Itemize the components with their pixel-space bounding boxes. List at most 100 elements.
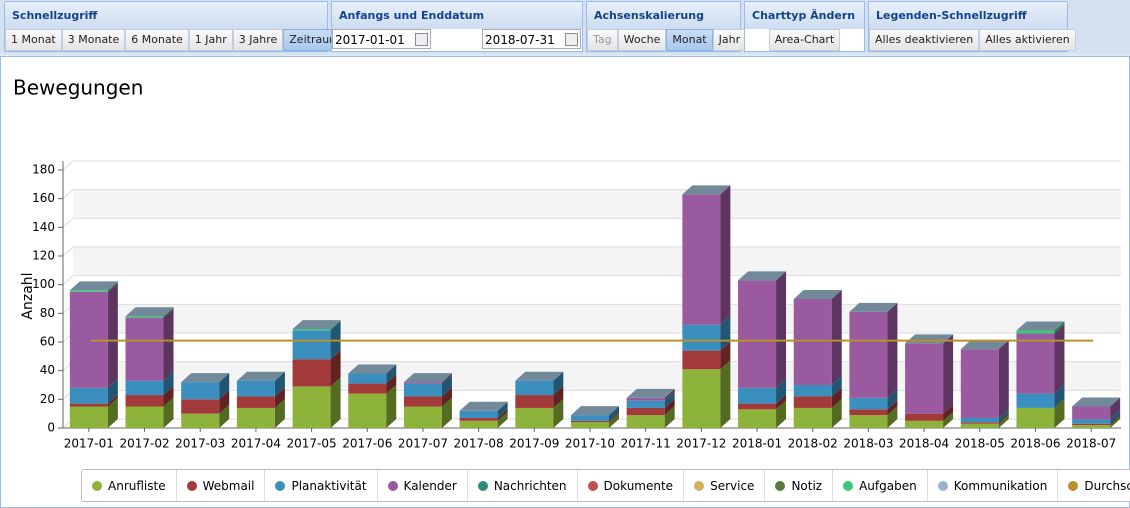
toolbar-button[interactable]: 6 Monate (125, 29, 189, 51)
legend-label: Planaktivität (291, 478, 367, 493)
x-tick-label: 2018-03 (843, 437, 893, 451)
bar-segment (236, 396, 275, 408)
date-input[interactable]: 2017-01-01 (332, 29, 431, 49)
bar-segment (292, 329, 331, 331)
legend-item[interactable]: Aufgaben (833, 470, 928, 501)
bar-segment (849, 415, 888, 428)
bar-segment (125, 316, 164, 318)
legend-item[interactable]: Service (684, 470, 766, 501)
toolbar-button[interactable]: 1 Jahr (188, 29, 233, 51)
x-tick-label: 2017-01 (64, 437, 114, 451)
y-tick-label: 180 (32, 163, 55, 177)
bar-cap (348, 364, 397, 374)
bar-side (330, 377, 341, 428)
toolbar-button[interactable]: Alles aktivieren (979, 29, 1076, 51)
x-tick-label: 2018-05 (955, 437, 1005, 451)
toolbar-button[interactable]: 3 Jahre (232, 29, 284, 51)
bar-cap (515, 371, 564, 381)
legend-item[interactable]: Dokumente (578, 470, 685, 501)
chart-panel: Bewegungen Anzahl 0 20 40 60 80 100 120 140 160 1… (0, 56, 1130, 508)
group-title: Achsenskalierung (587, 2, 740, 29)
bar-segment (125, 317, 164, 381)
bar-cap (626, 388, 675, 398)
bar-cap (403, 373, 452, 383)
legend-item[interactable]: Kommunikation (928, 470, 1059, 501)
bar-side (553, 371, 564, 396)
bar-side (553, 386, 564, 408)
bar-side (720, 315, 731, 351)
legend-item[interactable]: Webmail (177, 470, 266, 501)
legend-item[interactable]: Planaktivität (265, 470, 378, 501)
x-tick-label: 2017-03 (175, 437, 225, 451)
bar-segment (181, 399, 220, 414)
legend: Anrufliste Webmail Planaktivität Kalender Na… (81, 469, 1130, 502)
bar-segment (403, 382, 442, 384)
bar-segment (236, 380, 275, 397)
bar-side (998, 340, 1009, 418)
grid-band (73, 189, 1121, 219)
toolbar-button[interactable]: 3 Monate (61, 29, 126, 51)
legend-item[interactable]: Durchschnitt (1058, 470, 1130, 501)
bar-segment (1016, 407, 1055, 428)
bar-side (1110, 397, 1121, 420)
bar-segment (459, 417, 498, 421)
toolbar-button[interactable]: Alles deaktivieren (869, 29, 980, 51)
button-row: 1 Monat 3 Monate 6 Monate 1 Jahr 3 Jahre Zeit… (5, 29, 346, 51)
legend-marker (92, 480, 102, 491)
legend-item[interactable]: Kalender (378, 470, 468, 501)
bar-segment (1016, 393, 1055, 408)
bar-side (441, 387, 452, 407)
bar-side (998, 408, 1009, 423)
x-tick-label: 2017-05 (287, 437, 337, 451)
bar-segment (849, 409, 888, 416)
bar-side (776, 378, 787, 404)
toolbar-button[interactable]: Tag (587, 29, 618, 51)
bar-segment (292, 386, 331, 428)
legend-label: Kommunikation (953, 478, 1048, 493)
bar-side (553, 398, 564, 428)
y-tick-label: 0 (47, 421, 55, 435)
legend-label: Durchschnitt (1084, 478, 1130, 493)
bar-side (1054, 324, 1065, 394)
legend-marker (937, 480, 948, 491)
toolbar-button[interactable]: Monat (666, 29, 713, 51)
bar-side (107, 282, 118, 388)
bar-side (163, 371, 174, 396)
bar-side (1054, 398, 1065, 428)
toolbar-button[interactable]: Jahr (712, 29, 747, 51)
x-tick-label: 2018-07 (1066, 437, 1116, 451)
bar-segment (1072, 423, 1111, 426)
date-input[interactable]: 2018-07-31 (482, 29, 581, 49)
bar-side (998, 414, 1009, 428)
legend-item[interactable]: Nachrichten (468, 470, 578, 501)
bar-side (219, 404, 230, 428)
bar-segment (626, 400, 665, 408)
bar-side (664, 391, 675, 408)
bar-side (831, 398, 842, 428)
toolbar-button[interactable]: Zeitraum (283, 29, 346, 51)
bar-segment (682, 324, 721, 351)
bar-side (720, 185, 731, 325)
bar-segment (403, 406, 442, 428)
legend-marker (1068, 480, 1079, 491)
bar-side (831, 387, 842, 408)
x-tick-label: 2017-10 (565, 437, 615, 451)
bar-segment (292, 359, 331, 387)
x-tick-label: 2018-06 (1010, 437, 1060, 451)
toolbar-button[interactable]: 1 Monat (5, 29, 62, 51)
bar-segment (348, 393, 387, 428)
bar-side (163, 308, 174, 381)
legend-item[interactable]: Notiz (765, 470, 834, 501)
bar-segment (1072, 406, 1111, 420)
group-title: Schnellzugriff (5, 2, 327, 29)
y-tick-label: 160 (32, 191, 55, 205)
bar-side (1054, 384, 1065, 408)
bar-side (330, 320, 341, 331)
bar-segment (849, 397, 888, 410)
bar-segment (738, 387, 777, 404)
toolbar-button[interactable]: Area-Chart (768, 29, 841, 51)
y-tick-label: 20 (40, 392, 55, 406)
toolbar-button[interactable]: Woche (617, 29, 667, 51)
bar-side (609, 406, 619, 421)
legend-item[interactable]: Anrufliste (82, 470, 177, 501)
